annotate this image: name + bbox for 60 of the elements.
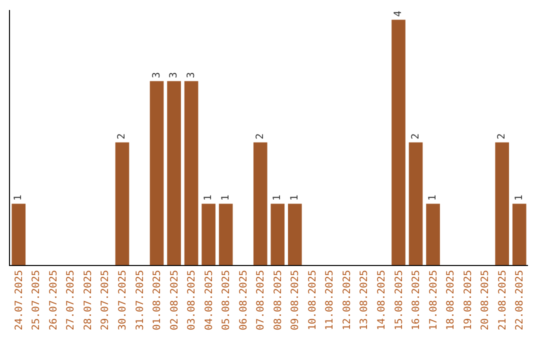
bar (426, 204, 440, 265)
data-label: 1 (289, 194, 300, 201)
bar (288, 204, 302, 265)
bar (270, 204, 285, 265)
x-tick-label: 11.08.2025 (324, 270, 336, 330)
data-label: 1 (272, 194, 284, 201)
data-label: 1 (220, 194, 232, 201)
data-label: 2 (116, 133, 128, 140)
x-tick-label: 29.07.2025 (100, 270, 112, 330)
bar (115, 142, 130, 265)
bar (184, 81, 198, 265)
data-label: 3 (168, 72, 180, 78)
x-tick-label: 08.08.2025 (272, 270, 284, 330)
bar (12, 204, 26, 265)
x-tick-label: 27.07.2025 (66, 270, 77, 330)
x-tick-label: 25.07.2025 (31, 270, 42, 330)
bar (408, 142, 423, 265)
x-tick-label: 05.08.2025 (221, 270, 232, 330)
bar (512, 204, 526, 265)
x-tick-label: 15.08.2025 (394, 270, 405, 330)
x-tick-label: 13.08.2025 (359, 270, 370, 330)
x-tick-label: 12.08.2025 (342, 270, 353, 330)
x-tick-label: 07.08.2025 (256, 270, 267, 330)
data-label: 2 (254, 133, 266, 140)
data-label: 2 (410, 133, 422, 140)
x-tick-label: 28.07.2025 (82, 270, 94, 330)
data-label: 4 (393, 10, 404, 17)
x-tick-label: 18.08.2025 (446, 270, 457, 330)
data-label: 3 (186, 72, 197, 78)
bar (495, 142, 510, 265)
x-tick-label: 10.08.2025 (307, 270, 318, 330)
x-tick-label: 04.08.2025 (204, 270, 215, 330)
x-tick-label: 02.08.2025 (169, 270, 180, 330)
x-tick-label: 19.08.2025 (462, 270, 474, 330)
x-tick-label: 09.08.2025 (290, 270, 302, 330)
data-label: 3 (151, 72, 162, 78)
x-tick-label: 31.07.2025 (134, 270, 146, 330)
x-tick-label: 20.08.2025 (480, 270, 492, 330)
data-label: 1 (514, 194, 525, 201)
x-tick-label: 03.08.2025 (186, 270, 198, 330)
bar (202, 204, 216, 265)
data-label: 1 (203, 194, 214, 201)
x-tick-label: 21.08.2025 (497, 270, 508, 330)
x-tick-label: 01.08.2025 (152, 270, 164, 330)
x-tick-label: 30.07.2025 (117, 270, 128, 330)
data-label: 1 (13, 194, 24, 201)
bar (392, 20, 406, 265)
bar (150, 81, 164, 265)
x-tick-label: 24.07.2025 (14, 270, 25, 330)
x-tick-label: 06.08.2025 (238, 270, 250, 330)
x-tick-label: 14.08.2025 (376, 270, 388, 330)
x-tick-label: 22.08.2025 (514, 270, 526, 330)
x-tick-label: 26.07.2025 (48, 270, 60, 330)
data-label: 1 (428, 194, 439, 201)
x-tick-label: 16.08.2025 (411, 270, 422, 330)
x-tick-label: 17.08.2025 (428, 270, 440, 330)
data-label: 2 (496, 133, 508, 140)
bar (218, 204, 233, 265)
bar (253, 142, 268, 265)
bar (167, 81, 181, 265)
